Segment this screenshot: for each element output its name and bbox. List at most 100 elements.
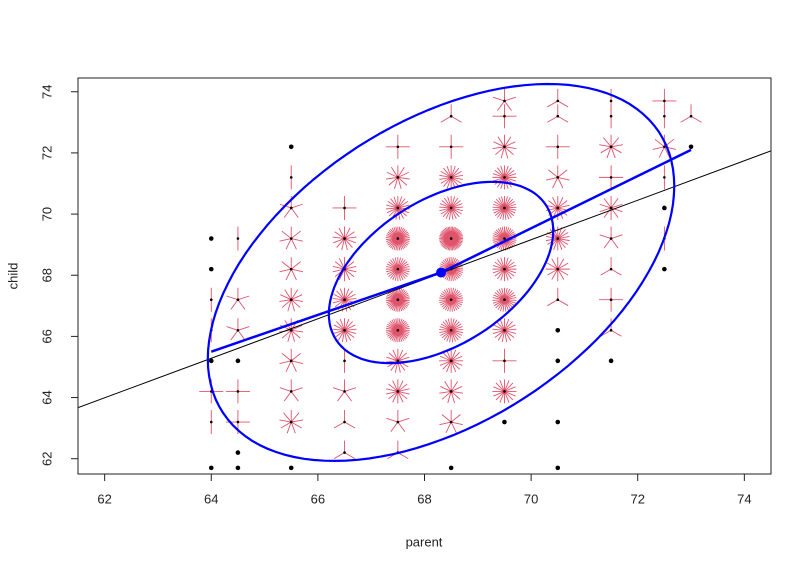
point xyxy=(288,144,294,150)
petals xyxy=(332,318,357,343)
sunflower xyxy=(652,88,677,113)
sunflower xyxy=(492,379,517,404)
sunflower xyxy=(555,419,561,425)
point xyxy=(236,328,240,332)
petals xyxy=(439,226,464,251)
point xyxy=(503,298,506,301)
point xyxy=(396,390,400,393)
point xyxy=(609,114,613,118)
petals xyxy=(492,318,517,343)
point xyxy=(396,237,400,240)
sunflower xyxy=(502,419,507,425)
sunflower xyxy=(662,205,667,211)
point xyxy=(555,327,561,333)
point xyxy=(662,205,667,211)
sunflower xyxy=(226,318,250,341)
petals xyxy=(547,104,569,123)
sunflower xyxy=(439,165,464,190)
sunflower xyxy=(385,318,410,343)
sunflower xyxy=(385,134,410,159)
point xyxy=(449,206,453,210)
sunflower xyxy=(208,465,214,471)
point xyxy=(343,390,346,393)
petals xyxy=(545,165,570,189)
sunflower xyxy=(279,257,304,281)
petals xyxy=(547,88,569,108)
petals xyxy=(332,379,357,402)
point xyxy=(396,206,400,210)
point xyxy=(235,450,241,455)
petals xyxy=(279,379,303,402)
point xyxy=(396,298,400,301)
point xyxy=(503,390,506,393)
point xyxy=(449,390,453,393)
y-axis-label: child xyxy=(5,263,20,290)
sunflower xyxy=(555,358,561,364)
point xyxy=(503,114,506,118)
sunflower xyxy=(440,104,462,123)
point xyxy=(396,267,400,271)
point xyxy=(396,176,400,179)
petals xyxy=(652,88,677,113)
sunflower xyxy=(209,410,213,435)
petals xyxy=(439,379,464,404)
point xyxy=(289,420,293,424)
petals xyxy=(332,195,357,220)
petals xyxy=(439,410,463,434)
petals xyxy=(439,195,464,220)
sunflower xyxy=(439,410,463,434)
sunflower xyxy=(208,358,214,364)
petals xyxy=(492,88,517,111)
sunflower xyxy=(386,379,410,404)
point xyxy=(556,114,560,118)
petals xyxy=(599,226,623,249)
point xyxy=(609,176,613,179)
petals xyxy=(680,104,702,123)
point xyxy=(503,267,506,271)
sunflower xyxy=(492,348,517,373)
point xyxy=(663,176,666,179)
y-tick-label: 74 xyxy=(39,85,54,99)
y-tick-label: 72 xyxy=(39,146,54,160)
point xyxy=(208,358,214,364)
point xyxy=(609,99,613,103)
point xyxy=(556,176,560,179)
point xyxy=(555,358,561,364)
sunflower xyxy=(235,358,241,364)
point xyxy=(449,145,453,149)
petals xyxy=(439,318,464,343)
point xyxy=(448,465,454,471)
point xyxy=(343,328,346,332)
point xyxy=(449,420,453,424)
sunflower xyxy=(439,226,464,251)
point xyxy=(503,237,506,240)
point xyxy=(609,298,613,301)
petals xyxy=(226,318,250,341)
point xyxy=(556,145,560,149)
point xyxy=(609,145,613,149)
sunflower xyxy=(599,165,624,190)
point xyxy=(503,206,506,210)
point xyxy=(556,267,560,271)
y-tick-label: 62 xyxy=(39,451,54,465)
point xyxy=(449,328,453,332)
sunflower xyxy=(492,318,517,343)
point xyxy=(209,420,213,424)
point xyxy=(289,267,293,271)
petals xyxy=(600,257,622,276)
point xyxy=(209,298,213,301)
petals xyxy=(492,195,517,220)
sunflower xyxy=(599,195,623,220)
sunflower xyxy=(680,104,702,123)
sunflower xyxy=(225,379,250,404)
point xyxy=(289,328,293,332)
petals xyxy=(492,348,517,373)
point xyxy=(689,114,693,118)
petals xyxy=(599,165,624,190)
point xyxy=(609,206,613,210)
sunflower xyxy=(235,450,241,455)
point xyxy=(502,419,507,425)
point xyxy=(449,359,453,363)
petals xyxy=(385,257,410,282)
